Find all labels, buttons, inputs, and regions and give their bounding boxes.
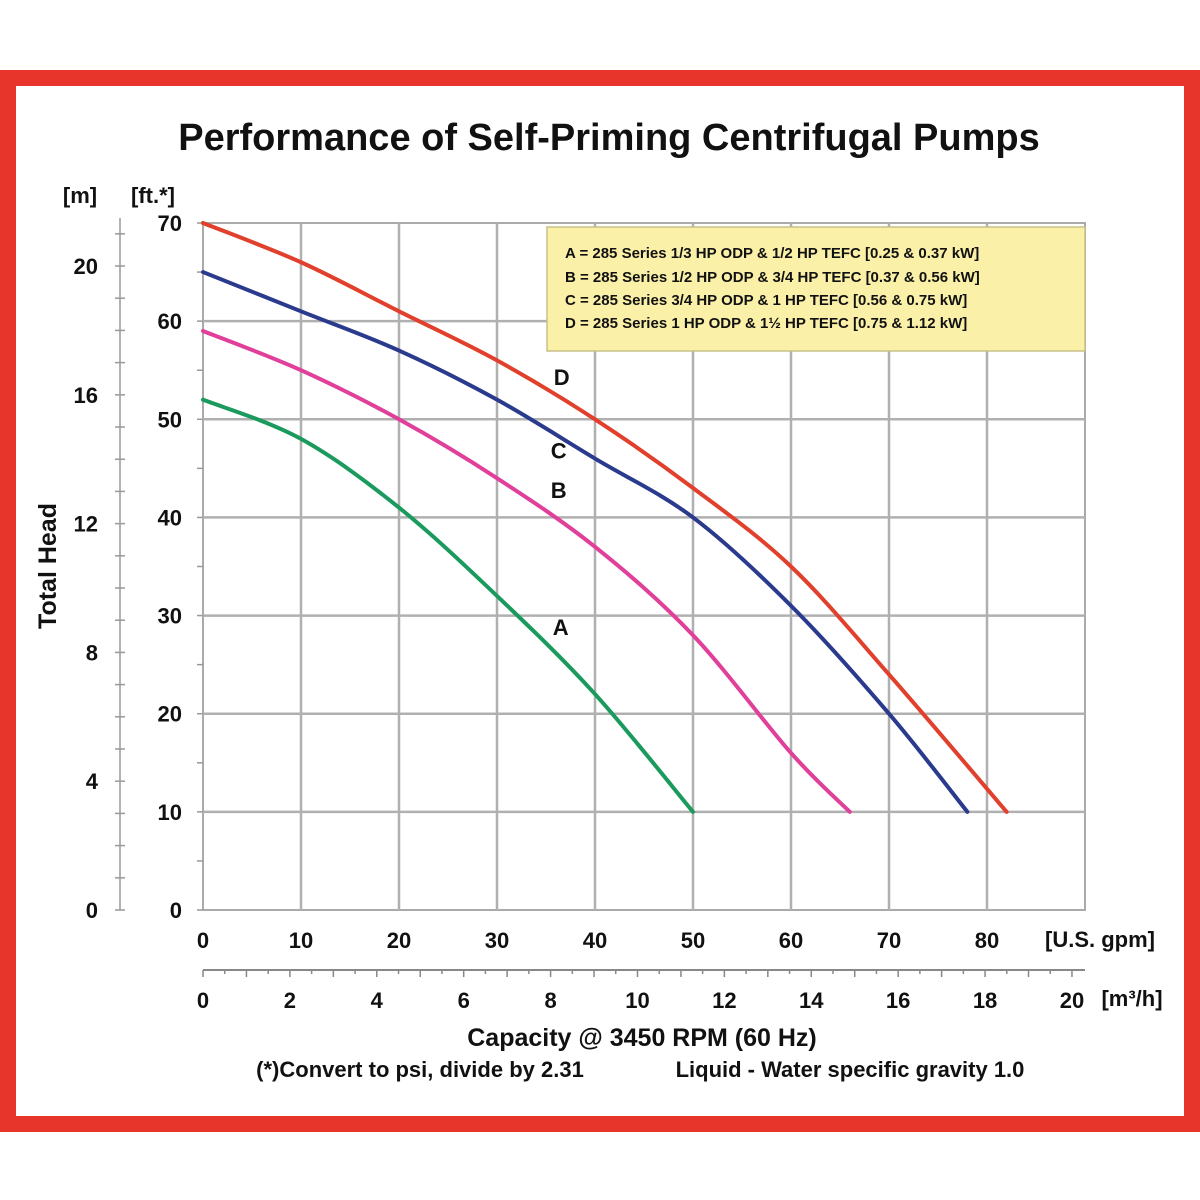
x-tick-label-m3h: 4 (371, 988, 384, 1013)
series-line-c (201, 270, 970, 814)
x-tick-label-gpm: 40 (583, 928, 607, 953)
x-tick-label-gpm: 80 (975, 928, 999, 953)
legend: A = 285 Series 1/3 HP ODP & 1/2 HP TEFC … (546, 226, 1086, 352)
x-tick-label-m3h: 16 (886, 988, 910, 1013)
x-tick-label-m3h: 14 (799, 988, 824, 1013)
x-tick-label-m3h: 0 (197, 988, 209, 1013)
y-axis-title: Total Head (34, 503, 62, 629)
x-tick-label-gpm: 20 (387, 928, 411, 953)
x-tick-label-m3h: 2 (284, 988, 296, 1013)
series-line-b (201, 328, 852, 814)
legend-entry-d: D = 285 Series 1 HP ODP & 1½ HP TEFC [0.… (565, 315, 967, 332)
x-unit-gpm: [U.S. gpm] (1045, 927, 1155, 952)
y-tick-label-m: 8 (86, 640, 98, 665)
y-tick-label-ft: 40 (158, 505, 182, 530)
y-tick-label-ft: 60 (158, 309, 182, 334)
series-label-c: C (551, 439, 567, 464)
liquid-note: Liquid - Water specific gravity 1.0 (676, 1057, 1025, 1082)
series-label-d: D (554, 365, 570, 390)
legend-entry-b: B = 285 Series 1/2 HP ODP & 3/4 HP TEFC … (565, 269, 980, 286)
x-tick-label-m3h: 18 (973, 988, 997, 1013)
y-tick-label-ft: 50 (158, 407, 182, 432)
y-tick-label-ft: 30 (158, 604, 182, 629)
series-line-d (201, 221, 1009, 814)
y-unit-m: [m] (63, 183, 97, 208)
series-labels: A BC D (551, 365, 570, 640)
series-line-a (201, 397, 695, 814)
psi-conversion-note: (*)Convert to psi, divide by 2.31 (256, 1057, 584, 1082)
y-tick-label-m: 20 (74, 254, 98, 279)
x-tick-label-m3h: 8 (544, 988, 556, 1013)
y-tick-label-ft: 70 (158, 211, 182, 236)
y-tick-label-m: 12 (74, 512, 98, 537)
x-unit-m3h: [m³/h] (1101, 986, 1162, 1011)
chart-title: Performance of Self-Priming Centrifugal … (178, 117, 1039, 159)
x-tick-label-m3h: 20 (1060, 988, 1084, 1013)
x-tick-label-m3h: 6 (458, 988, 470, 1013)
x-tick-label-gpm: 70 (877, 928, 901, 953)
y-unit-ft: [ft.*] (131, 183, 175, 208)
legend-box (546, 226, 1086, 352)
series-label-b: B (551, 478, 567, 503)
y-tick-label-ft: 0 (170, 898, 182, 923)
y-tick-label-ft: 10 (158, 800, 182, 825)
x-tick-label-m3h: 12 (712, 988, 736, 1013)
series-lines (201, 221, 1009, 814)
legend-entry-a: A = 285 Series 1/3 HP ODP & 1/2 HP TEFC … (565, 245, 979, 262)
y-tick-label-ft: 20 (158, 702, 182, 727)
x-tick-label-m3h: 10 (625, 988, 649, 1013)
x-tick-label-gpm: 10 (289, 928, 313, 953)
x-tick-label-gpm: 60 (779, 928, 803, 953)
legend-entry-c: C = 285 Series 3/4 HP ODP & 1 HP TEFC [0… (565, 292, 967, 309)
y-tick-label-m: 0 (86, 898, 98, 923)
x-tick-label-gpm: 30 (485, 928, 509, 953)
x-tick-label-gpm: 0 (197, 928, 209, 953)
x-tick-label-gpm: 50 (681, 928, 705, 953)
y-tick-label-m: 4 (86, 769, 99, 794)
series-label-a: A (553, 615, 569, 640)
x-axis-title: Capacity @ 3450 RPM (60 Hz) (467, 1024, 817, 1052)
y-tick-label-m: 16 (74, 383, 98, 408)
